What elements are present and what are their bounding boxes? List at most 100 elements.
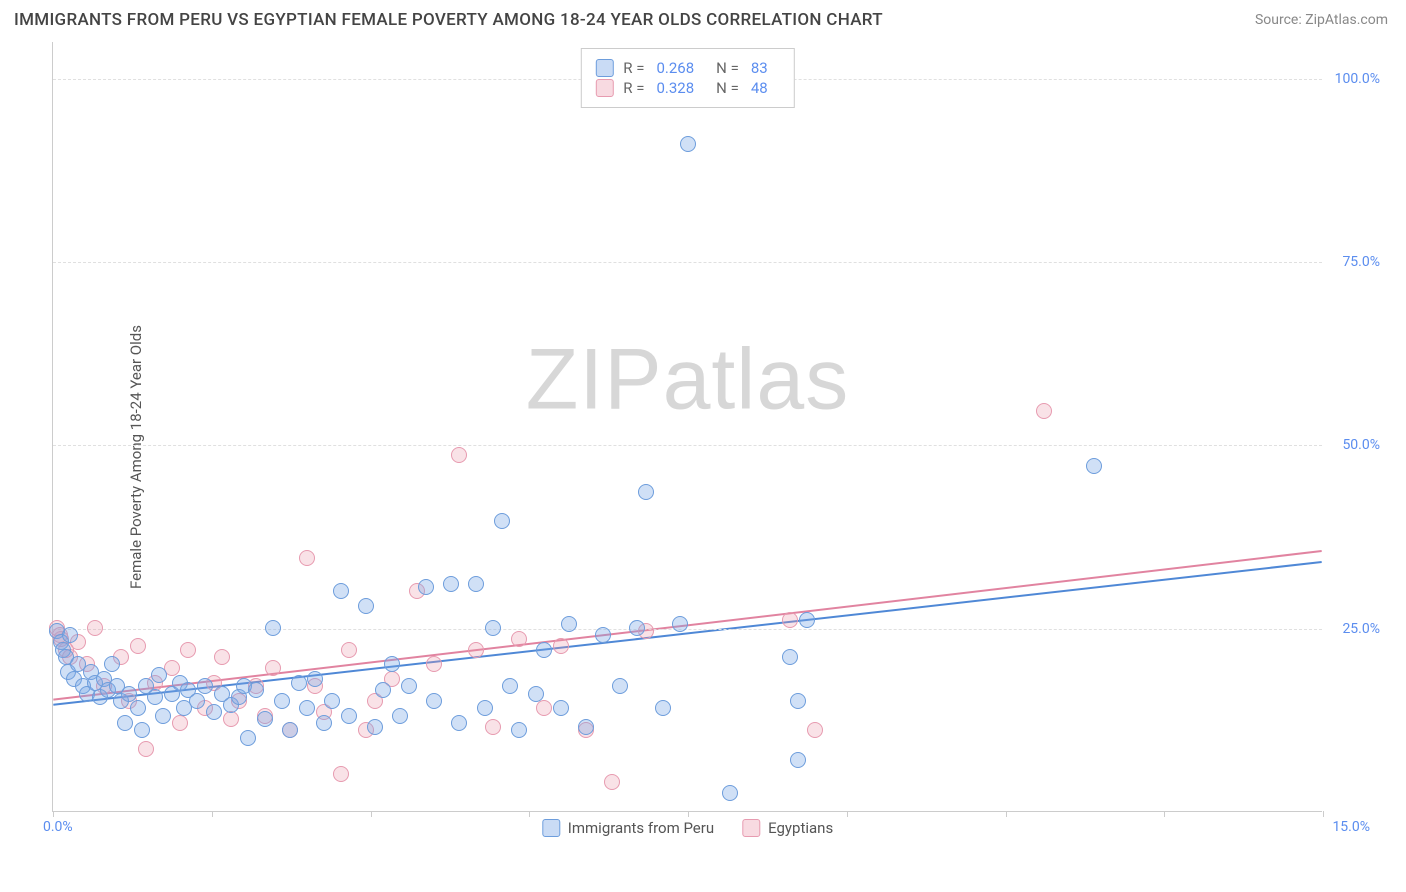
data-point <box>367 719 383 735</box>
data-point <box>1086 458 1102 474</box>
data-point <box>151 667 167 683</box>
r-value: 0.268 <box>656 59 694 77</box>
r-label: R = <box>623 79 644 97</box>
data-point <box>604 774 620 790</box>
data-point <box>426 656 442 672</box>
data-point <box>502 678 518 694</box>
chart-title: IMMIGRANTS FROM PERU VS EGYPTIAN FEMALE … <box>14 10 883 30</box>
data-point <box>341 642 357 658</box>
y-tick-label: 100.0% <box>1335 71 1380 87</box>
data-point <box>358 598 374 614</box>
data-point <box>299 550 315 566</box>
x-tick-min: 0.0% <box>43 819 73 835</box>
data-point <box>282 722 298 738</box>
legend-item: Immigrants from Peru <box>542 819 714 837</box>
grid-line <box>53 262 1322 263</box>
y-tick-label: 75.0% <box>1342 254 1380 270</box>
data-point <box>485 719 501 735</box>
y-tick-label: 25.0% <box>1342 621 1380 637</box>
data-point <box>401 678 417 694</box>
data-point <box>375 682 391 698</box>
legend-series: Immigrants from Peru Egyptians <box>542 819 833 837</box>
grid-line <box>53 445 1322 446</box>
data-point <box>1036 403 1052 419</box>
data-point <box>426 693 442 709</box>
swatch-icon <box>595 59 613 77</box>
legend-row: R = 0.268 N = 83 <box>595 59 779 77</box>
data-point <box>121 686 137 702</box>
data-point <box>189 693 205 709</box>
data-point <box>722 785 738 801</box>
data-point <box>291 675 307 691</box>
r-label: R = <box>623 59 644 77</box>
data-point <box>561 616 577 632</box>
data-point <box>104 656 120 672</box>
watermark: ZIPatlas <box>526 331 849 430</box>
n-value: 48 <box>751 79 768 97</box>
data-point <box>790 752 806 768</box>
data-point <box>536 642 552 658</box>
data-point <box>147 689 163 705</box>
legend-item: Egyptians <box>742 819 833 837</box>
data-point <box>248 682 264 698</box>
r-value: 0.328 <box>656 79 694 97</box>
legend-label: Immigrants from Peru <box>568 819 714 837</box>
data-point <box>155 708 171 724</box>
data-point <box>392 708 408 724</box>
data-point <box>117 715 133 731</box>
data-point <box>553 700 569 716</box>
data-point <box>511 631 527 647</box>
data-point <box>87 620 103 636</box>
swatch-icon <box>542 819 560 837</box>
data-point <box>629 620 645 636</box>
data-point <box>62 627 78 643</box>
data-point <box>138 741 154 757</box>
x-tick-mark <box>371 811 372 817</box>
data-point <box>494 513 510 529</box>
x-tick-mark <box>1323 811 1324 817</box>
data-point <box>528 686 544 702</box>
data-point <box>477 700 493 716</box>
n-label: N = <box>716 79 739 97</box>
data-point <box>511 722 527 738</box>
data-point <box>799 612 815 628</box>
data-point <box>257 711 273 727</box>
data-point <box>130 700 146 716</box>
data-point <box>214 649 230 665</box>
data-point <box>443 576 459 592</box>
data-point <box>316 715 332 731</box>
data-point <box>134 722 150 738</box>
data-point <box>418 579 434 595</box>
data-point <box>206 704 222 720</box>
data-point <box>333 766 349 782</box>
data-point <box>384 656 400 672</box>
data-point <box>638 484 654 500</box>
data-point <box>341 708 357 724</box>
data-point <box>578 719 594 735</box>
data-point <box>333 583 349 599</box>
data-point <box>782 649 798 665</box>
data-point <box>130 638 146 654</box>
data-point <box>468 642 484 658</box>
data-point <box>240 730 256 746</box>
data-point <box>468 576 484 592</box>
data-point <box>612 678 628 694</box>
data-point <box>265 620 281 636</box>
data-point <box>180 642 196 658</box>
data-point <box>595 627 611 643</box>
x-tick-mark <box>212 811 213 817</box>
data-point <box>672 616 688 632</box>
data-point <box>265 660 281 676</box>
data-point <box>553 638 569 654</box>
legend-label: Egyptians <box>768 819 833 837</box>
data-point <box>451 447 467 463</box>
data-point <box>299 700 315 716</box>
x-tick-mark <box>847 811 848 817</box>
data-point <box>680 136 696 152</box>
data-point <box>172 715 188 731</box>
data-point <box>655 700 671 716</box>
chart-container: Female Poverty Among 18-24 Year Olds ZIP… <box>14 42 1392 872</box>
data-point <box>324 693 340 709</box>
chart-header: IMMIGRANTS FROM PERU VS EGYPTIAN FEMALE … <box>0 0 1406 36</box>
swatch-icon <box>595 79 613 97</box>
